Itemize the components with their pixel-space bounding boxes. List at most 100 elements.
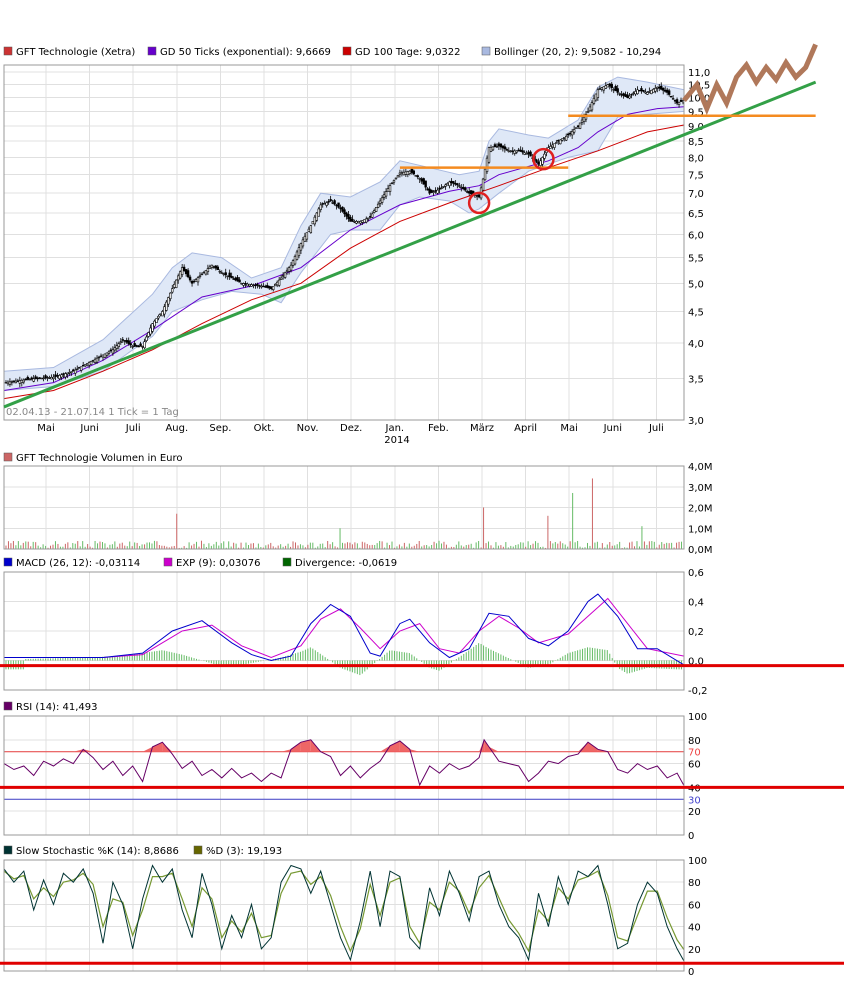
rsi-overbought-fill bbox=[484, 739, 489, 752]
candle-body bbox=[473, 195, 477, 198]
candle-body bbox=[434, 190, 437, 192]
candle-body bbox=[422, 178, 425, 185]
candle-body bbox=[141, 346, 144, 348]
candle-body bbox=[232, 278, 235, 280]
legend-rsi: RSI (14): 41,493 bbox=[16, 702, 98, 713]
price-y-tick: 3,5 bbox=[688, 375, 704, 386]
candle-body bbox=[32, 378, 35, 382]
candle-body bbox=[654, 87, 657, 92]
candle-body bbox=[198, 275, 202, 278]
candle-body bbox=[345, 212, 348, 217]
price-x-tick: Feb. bbox=[428, 423, 449, 434]
panel-y-tick: 20 bbox=[688, 807, 701, 818]
rsi-panel: RSI (14): 41,493 1008070604030200 bbox=[3, 701, 707, 842]
legend-ema50: GD 50 Ticks (exponential): 9,6669 bbox=[160, 47, 331, 58]
panel-y-tick: 80 bbox=[688, 878, 701, 889]
candle-body bbox=[155, 318, 158, 323]
candle-body bbox=[487, 147, 491, 163]
stochastic-lines bbox=[3, 864, 685, 962]
candle-body bbox=[669, 95, 673, 98]
candle-body bbox=[525, 153, 528, 155]
candle-body bbox=[675, 99, 679, 104]
candle-body bbox=[222, 273, 225, 275]
candle-body bbox=[355, 221, 358, 224]
candle-body bbox=[287, 267, 291, 272]
rsi-overbought-fill bbox=[73, 749, 84, 752]
rsi-line bbox=[3, 738, 685, 787]
rsi-overbought-fill bbox=[162, 742, 173, 752]
candle-body bbox=[671, 98, 675, 100]
candle-body bbox=[60, 374, 63, 378]
candle-body bbox=[464, 187, 467, 191]
panel-y-tick: 40 bbox=[688, 923, 701, 934]
candle-body bbox=[537, 161, 540, 165]
candle-body bbox=[600, 87, 604, 90]
candle-body bbox=[596, 89, 600, 98]
candle-body bbox=[85, 363, 89, 366]
candle-body bbox=[275, 281, 279, 286]
candle-body bbox=[535, 159, 538, 163]
price-y-tick: 4,0 bbox=[688, 339, 704, 350]
price-frame bbox=[3, 64, 685, 421]
candle-body bbox=[428, 188, 431, 194]
overlay-drawings bbox=[0, 43, 844, 965]
candle-body bbox=[303, 235, 307, 242]
candle-body bbox=[394, 177, 398, 180]
candle-body bbox=[456, 183, 459, 186]
candle-body bbox=[430, 189, 433, 193]
candle-body bbox=[295, 251, 299, 260]
candle-body bbox=[151, 323, 154, 332]
candle-body bbox=[277, 279, 281, 286]
candle-body bbox=[228, 272, 231, 278]
candle-body bbox=[489, 146, 493, 152]
candle-body bbox=[58, 375, 61, 380]
candle-body bbox=[242, 283, 245, 286]
candle-body bbox=[570, 131, 574, 136]
candle-body bbox=[568, 132, 572, 135]
candle-body bbox=[398, 172, 402, 175]
candle-body bbox=[66, 372, 69, 375]
panel-y-tick: 30 bbox=[688, 795, 701, 806]
price-y-tick: 5,5 bbox=[688, 254, 704, 265]
candle-body bbox=[442, 186, 445, 188]
candle-body bbox=[173, 284, 176, 288]
rsi-overbought-fill bbox=[142, 746, 153, 752]
candle-body bbox=[274, 284, 277, 287]
candle-body bbox=[224, 272, 227, 276]
candle-body bbox=[555, 142, 558, 144]
legend-stoch-k: Slow Stochastic %K (14): 8,8686 bbox=[16, 846, 179, 857]
price-x-tick: Mai bbox=[37, 423, 55, 434]
candle-body bbox=[169, 292, 172, 300]
candle-body bbox=[432, 191, 435, 193]
panel-y-tick: 2,0M bbox=[688, 504, 713, 515]
candle-body bbox=[307, 228, 311, 232]
candle-body bbox=[410, 168, 414, 173]
candle-body bbox=[509, 150, 512, 152]
candle-body bbox=[416, 175, 419, 178]
candle-body bbox=[412, 170, 415, 175]
candle-body bbox=[582, 116, 586, 122]
candle-body bbox=[406, 171, 410, 175]
candle-body bbox=[347, 214, 350, 220]
candle-body bbox=[186, 270, 190, 278]
price-y-tick: 5,0 bbox=[688, 279, 704, 290]
legend-swatch-volume bbox=[3, 452, 13, 462]
price-y-tick: 8,5 bbox=[688, 137, 704, 148]
rsi-frame bbox=[3, 715, 685, 836]
candle-body bbox=[663, 89, 667, 92]
candle-body bbox=[101, 354, 105, 358]
bollinger-fill bbox=[4, 77, 684, 391]
candle-body bbox=[418, 178, 421, 180]
candle-body bbox=[527, 151, 530, 155]
panel-y-tick: 80 bbox=[688, 736, 701, 747]
candle-body bbox=[335, 204, 338, 207]
candle-body bbox=[145, 336, 148, 341]
candle-body bbox=[652, 88, 655, 93]
candle-body bbox=[450, 180, 453, 183]
candle-body bbox=[420, 178, 423, 182]
candle-body bbox=[566, 133, 570, 136]
candle-body bbox=[309, 225, 313, 233]
legend-sma100: GD 100 Tage: 9,0322 bbox=[355, 47, 461, 58]
price-x-tick: Juni bbox=[79, 423, 98, 434]
candle-body bbox=[313, 216, 317, 225]
